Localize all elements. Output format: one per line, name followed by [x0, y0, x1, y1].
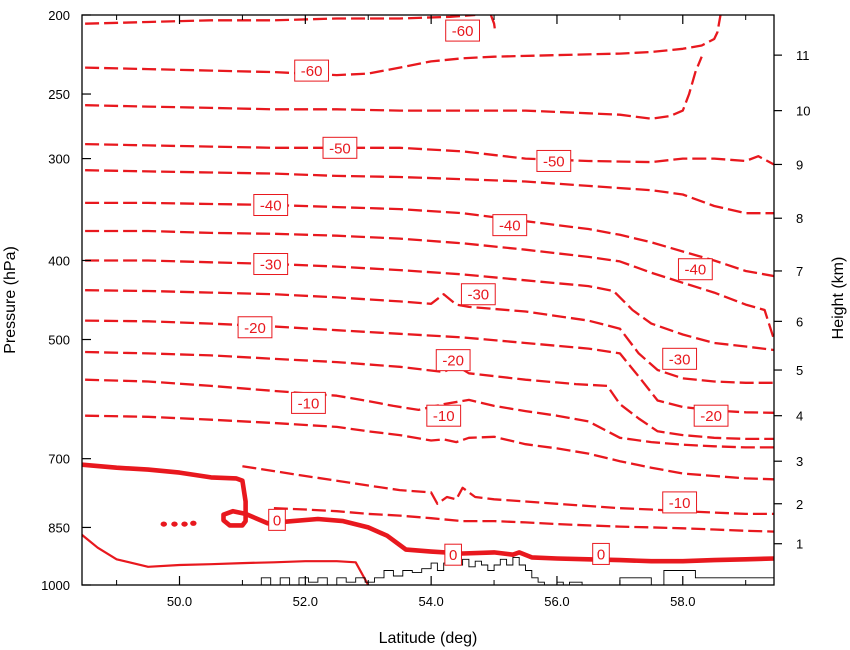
x-tick-label: 56.0	[544, 594, 569, 609]
x-tick-label: 58.0	[670, 594, 695, 609]
pressure-tick-label: 1000	[41, 578, 70, 593]
contour-line	[242, 465, 774, 516]
contour-line	[85, 56, 703, 120]
contour-label: -40	[685, 262, 707, 279]
contour-label-box	[693, 404, 729, 427]
x-axis-title: Latitude (deg)	[379, 630, 478, 647]
plot-frame	[81, 14, 775, 586]
contour-line	[82, 534, 370, 585]
contour-line	[85, 259, 774, 352]
contour-line	[85, 378, 774, 449]
zero-contour-dot	[190, 520, 197, 526]
contour-line	[85, 289, 774, 384]
contour-label: 0	[273, 512, 281, 529]
contour-label-box	[492, 214, 528, 237]
contour-label: -30	[669, 351, 691, 368]
height-tick-label: 1	[796, 537, 803, 552]
contour-label: -50	[329, 140, 351, 157]
x-tick-label: 50.0	[167, 594, 192, 609]
contour-label: -10	[669, 495, 691, 512]
height-tick-label: 5	[796, 363, 803, 378]
contour-label-box	[294, 59, 330, 82]
contour-line	[85, 169, 774, 215]
contour-label: -40	[260, 198, 282, 215]
contour-label: -40	[499, 218, 521, 235]
contour-label: -10	[298, 395, 320, 412]
contour-label: -20	[700, 408, 722, 425]
height-tick-label: 8	[796, 211, 803, 226]
contour-label: -60	[301, 63, 323, 80]
pressure-tick-label: 200	[48, 8, 70, 23]
contour-label-box	[592, 542, 610, 565]
contour-label-box	[253, 194, 289, 217]
contour-label-box	[322, 136, 358, 159]
zero-contour-dot	[160, 521, 167, 527]
pressure-tick-label: 500	[48, 333, 70, 348]
zero-contour-dot	[171, 521, 178, 527]
pressure-tick-label: 850	[48, 520, 70, 535]
contour-label-box	[662, 491, 698, 514]
pressure-tick-label: 400	[48, 253, 70, 268]
contour-label: -60	[452, 23, 474, 40]
contour-label-box	[677, 258, 713, 281]
contour-label-box	[536, 149, 572, 172]
contour-label: 0	[597, 546, 605, 563]
contour-label-box	[460, 283, 496, 306]
contour-label-box	[268, 508, 286, 531]
contour-line	[85, 15, 722, 77]
height-axis-title: Height (km)	[830, 257, 847, 340]
height-tick-label: 10	[796, 104, 810, 119]
height-tick-label: 6	[796, 314, 803, 329]
height-tick-label: 11	[796, 48, 810, 63]
height-tick-label: 2	[796, 497, 803, 512]
x-tick-label: 54.0	[418, 594, 443, 609]
contour-line	[489, 15, 497, 33]
pressure-axis: 1000 850 700 500 400 300 250 200	[41, 8, 91, 593]
x-tick-label: 52.0	[293, 594, 318, 609]
contour-label: 0	[449, 547, 457, 564]
contour-label: -10	[433, 408, 455, 425]
height-tick-label: 3	[796, 454, 803, 469]
pressure-tick-label: 250	[48, 87, 70, 102]
contour-line	[273, 507, 774, 533]
contour-line	[85, 142, 774, 166]
contour-label-box	[435, 349, 471, 372]
contour-labels: -60 -60 -50 -50 -40 -40 -40 -30 -30 -20 -20 -30 -10 -…	[237, 19, 729, 566]
contour-label: -30	[467, 287, 489, 304]
contour-label: -30	[260, 257, 282, 274]
contour-line	[85, 350, 774, 441]
contour-line	[85, 414, 774, 481]
contour-label: -20	[244, 320, 266, 337]
contour-label-box	[444, 543, 462, 566]
height-axis: 1 2 3 4 5 6 7 8 9 10 11	[774, 48, 810, 552]
height-tick-label: 9	[796, 157, 803, 172]
pressure-axis-title: Pressure (hPa)	[2, 246, 19, 354]
contour-label-box	[291, 391, 326, 414]
contour-label-box	[426, 404, 462, 427]
contour-label-box	[445, 19, 481, 42]
height-tick-label: 4	[796, 409, 803, 424]
contour-label-box	[662, 347, 698, 370]
contour-label: -50	[543, 153, 565, 170]
x-axis: 50.0 52.0 54.0 56.0 58.0	[116, 15, 747, 609]
contour-label-box	[237, 316, 273, 339]
contour-label: -20	[442, 353, 464, 370]
pressure-tick-label: 300	[48, 152, 70, 167]
height-tick-label: 7	[796, 264, 803, 279]
contour-lines	[82, 15, 774, 585]
pressure-tick-label: 700	[48, 452, 70, 467]
contour-line	[85, 229, 774, 340]
zero-contour-dot	[181, 521, 188, 527]
contour-label-box	[253, 253, 289, 276]
